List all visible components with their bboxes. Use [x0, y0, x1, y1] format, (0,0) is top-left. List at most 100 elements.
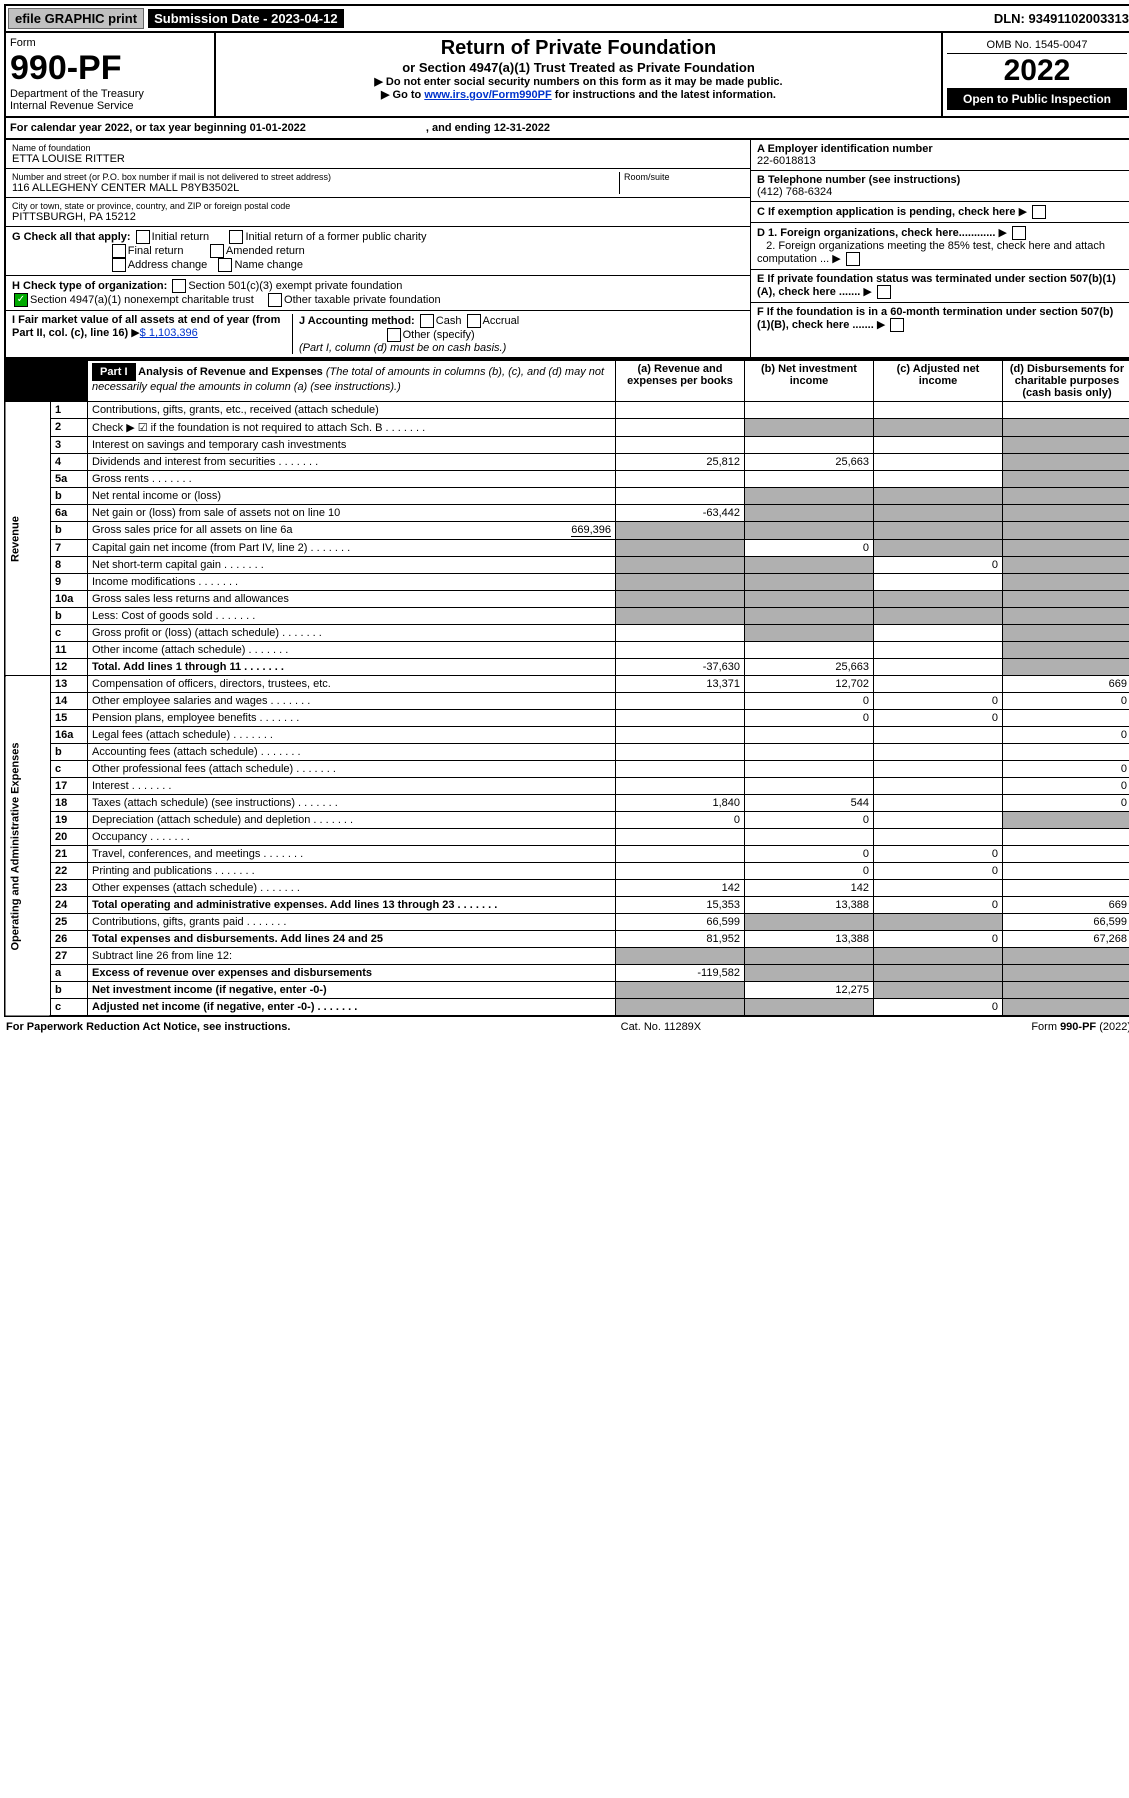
cell-c — [874, 744, 1003, 761]
section-d: D 1. Foreign organizations, check here..… — [751, 223, 1129, 270]
row-number: b — [51, 982, 88, 999]
cell-d — [1003, 982, 1129, 999]
fmv-link[interactable]: $ 1,103,396 — [140, 327, 198, 339]
cell-a — [616, 540, 745, 557]
row-number: 3 — [51, 437, 88, 454]
cell-a: 25,812 — [616, 454, 745, 471]
row-label: Check ▶ ☑ if the foundation is not requi… — [88, 419, 616, 437]
cell-c — [874, 948, 1003, 965]
cell-a — [616, 744, 745, 761]
cell-d: 0 — [1003, 795, 1129, 812]
table-row: bLess: Cost of goods sold . . . . . . . — [5, 608, 1129, 625]
table-row: cOther professional fees (attach schedul… — [5, 761, 1129, 778]
row-number: 13 — [51, 676, 88, 693]
table-row: cGross profit or (loss) (attach schedule… — [5, 625, 1129, 642]
row-label: Gross sales less returns and allowances — [88, 591, 616, 608]
cell-d: 669 — [1003, 676, 1129, 693]
row-label: Net investment income (if negative, ente… — [88, 982, 616, 999]
checkbox-initial-former[interactable] — [229, 230, 243, 244]
cell-b — [745, 419, 874, 437]
table-row: 10aGross sales less returns and allowanc… — [5, 591, 1129, 608]
row-number: b — [51, 608, 88, 625]
cell-b — [745, 914, 874, 931]
cell-c — [874, 419, 1003, 437]
cell-c — [874, 982, 1003, 999]
cell-a — [616, 591, 745, 608]
table-row: 11Other income (attach schedule) . . . .… — [5, 642, 1129, 659]
checkbox-other-method[interactable] — [387, 328, 401, 342]
cell-c — [874, 914, 1003, 931]
cell-b: 12,702 — [745, 676, 874, 693]
cell-b: 13,388 — [745, 931, 874, 948]
row-label: Total expenses and disbursements. Add li… — [88, 931, 616, 948]
checkbox-d1[interactable] — [1012, 226, 1026, 240]
ein-label: A Employer identification number — [757, 143, 1125, 155]
row-label: Total. Add lines 1 through 11 . . . . . … — [88, 659, 616, 676]
checkbox-e[interactable] — [877, 285, 891, 299]
row-number: 8 — [51, 557, 88, 574]
cell-d — [1003, 880, 1129, 897]
table-row: aExcess of revenue over expenses and dis… — [5, 965, 1129, 982]
cell-b — [745, 744, 874, 761]
checkbox-initial-return[interactable] — [136, 230, 150, 244]
cell-a: -37,630 — [616, 659, 745, 676]
row-number: 4 — [51, 454, 88, 471]
checkbox-4947[interactable]: ✓ — [14, 293, 28, 307]
checkbox-name-change[interactable] — [218, 258, 232, 272]
checkbox-final-return[interactable] — [112, 244, 126, 258]
cell-c: 0 — [874, 863, 1003, 880]
cell-a — [616, 608, 745, 625]
cell-b: 0 — [745, 863, 874, 880]
table-row: 25Contributions, gifts, grants paid . . … — [5, 914, 1129, 931]
instr1: ▶ Do not enter social security numbers o… — [220, 75, 937, 88]
row-label: Other income (attach schedule) . . . . .… — [88, 642, 616, 659]
section-g: G Check all that apply: Initial return I… — [6, 227, 750, 276]
efile-button[interactable]: efile GRAPHIC print — [8, 8, 144, 29]
cell-c: 0 — [874, 710, 1003, 727]
cell-d — [1003, 846, 1129, 863]
section-i: I Fair market value of all assets at end… — [12, 314, 292, 354]
open-inspection: Open to Public Inspection — [947, 88, 1127, 110]
cell-a — [616, 778, 745, 795]
checkbox-amended[interactable] — [210, 244, 224, 258]
omb: OMB No. 1545-0047 — [947, 37, 1127, 54]
table-row: 18Taxes (attach schedule) (see instructi… — [5, 795, 1129, 812]
cell-c — [874, 591, 1003, 608]
table-row: Revenue1Contributions, gifts, grants, et… — [5, 402, 1129, 419]
col-a: (a) Revenue and expenses per books — [616, 360, 745, 402]
form-link[interactable]: www.irs.gov/Form990PF — [424, 89, 551, 101]
cell-a: 1,840 — [616, 795, 745, 812]
row-number: 25 — [51, 914, 88, 931]
cell-c — [874, 608, 1003, 625]
cell-c — [874, 402, 1003, 419]
row-label: Net gain or (loss) from sale of assets n… — [88, 505, 616, 522]
cell-b — [745, 965, 874, 982]
row-number: 1 — [51, 402, 88, 419]
cell-d — [1003, 625, 1129, 642]
checkbox-c[interactable] — [1032, 205, 1046, 219]
checkbox-address-change[interactable] — [112, 258, 126, 272]
row-label: Other professional fees (attach schedule… — [88, 761, 616, 778]
checkbox-501c3[interactable] — [172, 279, 186, 293]
cell-b — [745, 557, 874, 574]
cell-c — [874, 505, 1003, 522]
checkbox-accrual[interactable] — [467, 314, 481, 328]
cell-d — [1003, 999, 1129, 1017]
checkbox-other-taxable[interactable] — [268, 293, 282, 307]
cell-a — [616, 710, 745, 727]
row-label: Compensation of officers, directors, tru… — [88, 676, 616, 693]
cell-a — [616, 471, 745, 488]
cell-a: 0 — [616, 812, 745, 829]
cell-c: 0 — [874, 999, 1003, 1017]
row-label: Adjusted net income (if negative, enter … — [88, 999, 616, 1017]
instr2: ▶ Go to www.irs.gov/Form990PF for instru… — [220, 88, 937, 101]
row-label: Interest . . . . . . . — [88, 778, 616, 795]
cell-c — [874, 659, 1003, 676]
checkbox-d2[interactable] — [846, 252, 860, 266]
checkbox-cash[interactable] — [420, 314, 434, 328]
cell-a — [616, 982, 745, 999]
address: 116 ALLEGHENY CENTER MALL P8YB3502L — [12, 182, 619, 194]
checkbox-f[interactable] — [890, 318, 904, 332]
cell-a: 66,599 — [616, 914, 745, 931]
cell-c — [874, 829, 1003, 846]
